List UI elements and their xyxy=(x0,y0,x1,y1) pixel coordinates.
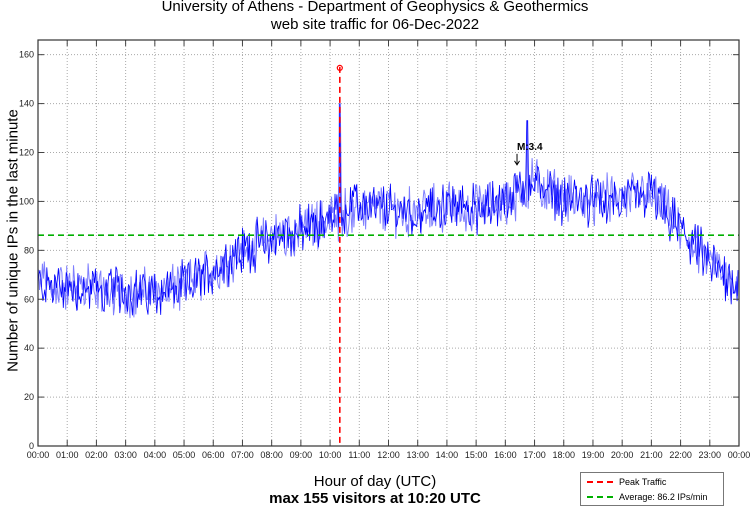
legend-label-average: Average: 86.2 IPs/min xyxy=(619,492,708,502)
x-tick-label: 00:00 xyxy=(728,450,750,460)
chart-subtitle: web site traffic for 06-Dec-2022 xyxy=(270,16,480,33)
x-tick-label: 02:00 xyxy=(85,450,108,460)
legend-swatch-peak xyxy=(587,481,613,483)
legend: Peak Traffic Average: 86.2 IPs/min xyxy=(580,472,724,506)
y-tick-label: 40 xyxy=(24,343,34,353)
x-tick-label: 19:00 xyxy=(582,450,605,460)
annotation-label: M:3.4 xyxy=(517,142,543,153)
x-tick-label: 15:00 xyxy=(465,450,488,460)
grid xyxy=(38,40,739,446)
y-tick-label: 80 xyxy=(24,245,34,255)
y-tick-label: 140 xyxy=(19,99,34,109)
tick-labels: 00:00 01:00 02:00 03:00 04:00 05:00 06:00 07:00… xyxy=(19,50,750,460)
series-line-light xyxy=(38,103,739,319)
legend-label-peak: Peak Traffic xyxy=(619,477,667,487)
x-tick-label: 03:00 xyxy=(114,450,137,460)
x-tick-label: 13:00 xyxy=(406,450,429,460)
x-tick-label: 08:00 xyxy=(260,450,283,460)
x-axis-label: Hour of day (UTC) xyxy=(313,473,437,490)
series-line xyxy=(37,103,739,316)
y-tick-label: 120 xyxy=(19,148,34,158)
chart-title: University of Athens - Department of Geo… xyxy=(161,0,589,15)
x-tick-label: 05:00 xyxy=(173,450,196,460)
reference-lines: M:3.4 xyxy=(38,64,739,446)
x-tick-label: 06:00 xyxy=(202,450,225,460)
plot-frame xyxy=(37,39,740,447)
series-traffic xyxy=(37,103,739,319)
y-tick-label: 0 xyxy=(29,441,34,451)
x-tick-label: 10:00 xyxy=(319,450,342,460)
x-tick-label: 16:00 xyxy=(494,450,517,460)
x-axis-sublabel: max 155 visitors at 10:20 UTC xyxy=(269,490,481,507)
x-tick-label: 09:00 xyxy=(290,450,313,460)
x-tick-label: 17:00 xyxy=(523,450,546,460)
x-tick-label: 22:00 xyxy=(669,450,692,460)
legend-item-average: Average: 86.2 IPs/min xyxy=(587,490,707,504)
x-tick-label: 07:00 xyxy=(231,450,254,460)
x-tick-label: 20:00 xyxy=(611,450,634,460)
y-tick-label: 60 xyxy=(24,294,34,304)
x-tick-label: 00:00 xyxy=(27,450,50,460)
axes xyxy=(37,39,740,447)
x-tick-label: 21:00 xyxy=(640,450,663,460)
legend-swatch-average xyxy=(587,496,613,498)
y-tick-label: 20 xyxy=(24,392,34,402)
x-tick-label: 11:00 xyxy=(348,450,370,460)
peak-marker xyxy=(336,64,343,72)
legend-item-peak: Peak Traffic xyxy=(587,475,666,489)
annotation-arrowhead xyxy=(514,160,520,166)
x-tick-label: 23:00 xyxy=(699,450,722,460)
x-tick-label: 14:00 xyxy=(436,450,459,460)
x-tick-label: 04:00 xyxy=(144,450,167,460)
x-tick-label: 12:00 xyxy=(377,450,400,460)
x-tick-label: 18:00 xyxy=(552,450,575,460)
y-tick-label: 160 xyxy=(19,50,34,60)
y-axis-label: Number of unique IPs in the last minute xyxy=(4,109,22,372)
y-tick-label: 100 xyxy=(19,196,34,206)
x-tick-label: 01:00 xyxy=(56,450,79,460)
